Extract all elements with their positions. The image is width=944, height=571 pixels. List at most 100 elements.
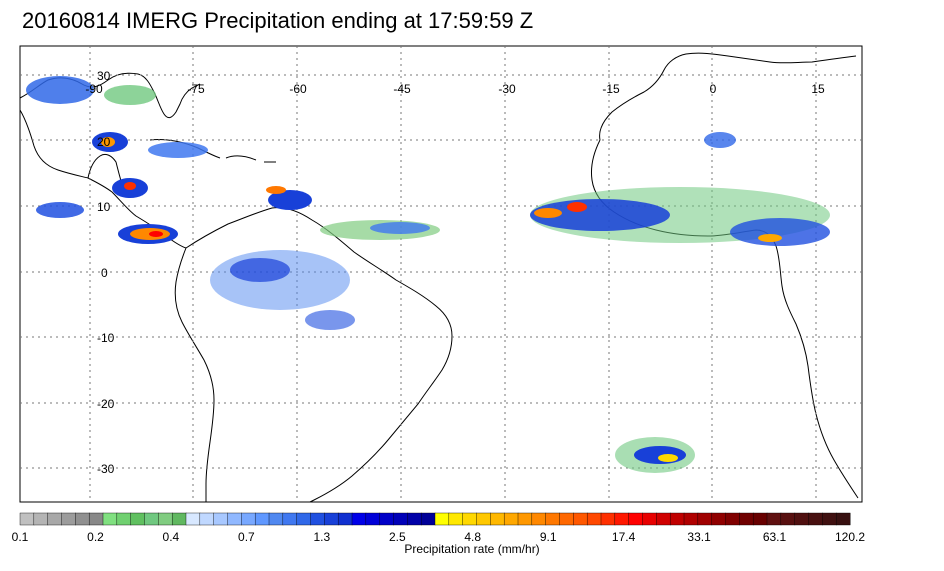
- colorbar-swatch: [642, 512, 657, 526]
- colorbar-swatch: [448, 512, 464, 526]
- colorbar-swatch: [434, 512, 450, 526]
- lon-label--45: -45: [393, 82, 411, 96]
- precip-africa-east-blue: [730, 218, 830, 246]
- colorbar-swatch: [75, 512, 90, 526]
- colorbar-swatch: [586, 512, 602, 526]
- lon-label--30: -30: [498, 82, 516, 96]
- colorbar-swatch: [213, 512, 228, 526]
- colorbar-swatch: [282, 512, 298, 526]
- precip-africa-east-orange: [758, 234, 782, 242]
- precip-gulf-green: [104, 85, 156, 105]
- precip-gulf-blue: [26, 76, 94, 104]
- colorbar-swatch: [158, 512, 173, 526]
- colorbar-swatch: [254, 512, 270, 526]
- colorbar-swatch: [199, 512, 215, 526]
- precip-africa-red: [567, 202, 587, 212]
- colorbar-swatch: [130, 512, 145, 526]
- colorbar-swatch: [766, 512, 782, 526]
- colorbar-swatch: [379, 512, 395, 526]
- precip-amazon-blue: [210, 250, 350, 310]
- colorbar-swatch: [531, 512, 547, 526]
- lat-label-30: 30: [97, 69, 111, 83]
- colorbar-tick-label: 120.2: [835, 530, 865, 544]
- colorbar-swatch: [822, 512, 837, 526]
- colorbar-swatch: [407, 512, 422, 526]
- colorbar-tick-label: 1.3: [313, 530, 330, 544]
- colorbar-swatch: [393, 512, 408, 526]
- colorbar-swatch: [227, 512, 242, 526]
- colorbar-swatch: [503, 512, 519, 526]
- lat-label-0: 0: [101, 266, 108, 280]
- colorbar-swatch: [739, 512, 754, 526]
- lon-label-15: 15: [811, 82, 825, 96]
- colorbar-swatch: [337, 512, 353, 526]
- colorbar-swatch: [573, 512, 588, 526]
- colorbar-swatch: [808, 512, 823, 526]
- colorbar-swatch: [116, 512, 132, 526]
- precip-africa-blue: [530, 199, 670, 231]
- colorbar-swatch: [780, 512, 796, 526]
- colorbar-tick-label: 33.1: [687, 530, 711, 544]
- colorbar-swatch: [711, 512, 726, 526]
- lon-label--60: -60: [289, 82, 307, 96]
- map-frame: [19, 45, 863, 503]
- colorbar-tick-label: 17.4: [612, 530, 636, 544]
- coast-south-america-west: [174, 247, 215, 502]
- colorbar-swatch: [490, 512, 505, 526]
- colorbar-swatch: [656, 512, 671, 526]
- colorbar-swatch: [628, 512, 643, 526]
- precip-panama-red: [149, 231, 163, 237]
- colorbar-swatch: [600, 512, 616, 526]
- precip-yucatan-orange: [101, 137, 115, 147]
- coast-west-africa: [599, 52, 857, 141]
- colorbar-tick-label: 4.8: [464, 530, 481, 544]
- colorbar-swatch: [19, 512, 35, 526]
- colorbar-tick-label: 63.1: [763, 530, 787, 544]
- colorbar-swatch: [185, 512, 201, 526]
- colorbar-tick-label: 2.5: [389, 530, 406, 544]
- precip-venezuela-blue: [268, 190, 312, 210]
- colorbar-tick-label: 0.1: [12, 530, 29, 544]
- precip-guiana-blue: [370, 222, 430, 234]
- colorbar-swatch: [144, 512, 159, 526]
- precip-amazon-south: [305, 310, 355, 330]
- lon-label--75: -75: [187, 82, 205, 96]
- colorbar-swatch: [296, 512, 312, 526]
- gridlines: [20, 46, 862, 502]
- colorbar: [19, 512, 851, 526]
- lon-label--90: -90: [85, 82, 103, 96]
- colorbar-swatch: [33, 512, 49, 526]
- coast-south-america: [185, 207, 453, 503]
- precip-africa-orange-west: [534, 208, 562, 218]
- colorbar-swatch: [171, 512, 187, 526]
- colorbar-swatch: [88, 512, 104, 526]
- colorbar-tick-label: 0.7: [238, 530, 255, 544]
- lat-label--30: -30: [97, 462, 115, 476]
- precip-venezuela-orange: [266, 186, 286, 194]
- colorbar-tick-label: 0.2: [87, 530, 104, 544]
- colorbar-swatch: [614, 512, 630, 526]
- colorbar-swatch: [725, 512, 740, 526]
- colorbar-swatch: [545, 512, 560, 526]
- colorbar-swatch: [241, 512, 256, 526]
- precip-caribbean-blue: [148, 142, 208, 158]
- coast-hispaniola: [225, 155, 257, 161]
- colorbar-swatch: [697, 512, 713, 526]
- colorbar-tick-label: 0.4: [163, 530, 180, 544]
- lat-label-20: 20: [97, 135, 111, 149]
- colorbar-swatch: [268, 512, 284, 526]
- colorbar-swatch: [683, 512, 699, 526]
- colorbar-swatch: [324, 512, 339, 526]
- colorbar-swatch: [351, 512, 367, 526]
- colorbar-tick-label: 9.1: [540, 530, 557, 544]
- colorbar-swatch: [559, 512, 574, 526]
- lon-label-0: 0: [710, 82, 717, 96]
- precip-amazon-core: [230, 258, 290, 282]
- precip-belize-blue: [36, 202, 84, 218]
- precip-honduras-red: [124, 182, 136, 190]
- colorbar-swatch: [476, 512, 491, 526]
- lat-label-10: 10: [97, 200, 111, 214]
- precip-satl-yellow: [658, 454, 678, 462]
- precip-africa-sahel: [704, 132, 736, 148]
